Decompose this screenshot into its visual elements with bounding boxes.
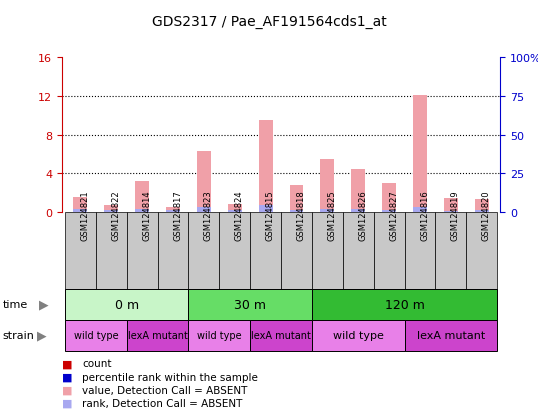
Bar: [250, 213, 281, 289]
Bar: [413, 95, 427, 213]
Bar: [259, 206, 273, 213]
Bar: [127, 320, 188, 351]
Bar: [135, 182, 149, 213]
Text: rank, Detection Call = ABSENT: rank, Detection Call = ABSENT: [82, 398, 243, 408]
Text: value, Detection Call = ABSENT: value, Detection Call = ABSENT: [82, 385, 247, 395]
Text: GSM124824: GSM124824: [235, 190, 244, 240]
Text: wild type: wild type: [74, 330, 118, 341]
Bar: [435, 213, 466, 289]
Bar: [104, 206, 118, 213]
Text: GSM124822: GSM124822: [111, 190, 121, 240]
Text: 120 m: 120 m: [385, 298, 424, 311]
Text: GSM124823: GSM124823: [204, 190, 213, 240]
Bar: [289, 210, 303, 213]
Text: GSM124816: GSM124816: [420, 190, 429, 240]
Text: ■: ■: [62, 385, 73, 395]
Text: GSM124825: GSM124825: [328, 190, 336, 240]
Bar: [382, 211, 396, 213]
Bar: [281, 213, 312, 289]
Bar: [405, 320, 497, 351]
Bar: [351, 169, 365, 213]
Bar: [166, 208, 180, 213]
Text: ▶: ▶: [37, 329, 46, 342]
Bar: [197, 207, 211, 213]
Bar: [96, 213, 127, 289]
Text: ■: ■: [62, 358, 73, 368]
Bar: [127, 213, 158, 289]
Text: ■: ■: [62, 398, 73, 408]
Text: GSM124827: GSM124827: [389, 190, 398, 240]
Text: GDS2317 / Pae_AF191564cds1_at: GDS2317 / Pae_AF191564cds1_at: [152, 14, 386, 28]
Text: lexA mutant: lexA mutant: [251, 330, 311, 341]
Bar: [104, 210, 118, 213]
Bar: [321, 159, 335, 213]
Bar: [413, 207, 427, 213]
Bar: [188, 213, 220, 289]
Text: GSM124818: GSM124818: [296, 190, 306, 240]
Bar: [475, 199, 489, 213]
Text: strain: strain: [3, 330, 34, 341]
Bar: [289, 185, 303, 213]
Bar: [250, 320, 312, 351]
Bar: [312, 320, 405, 351]
Text: count: count: [82, 358, 112, 368]
Bar: [188, 289, 312, 320]
Text: ■: ■: [62, 372, 73, 382]
Text: GSM124815: GSM124815: [266, 190, 275, 240]
Bar: [466, 213, 497, 289]
Bar: [220, 213, 250, 289]
Text: GSM124821: GSM124821: [80, 190, 89, 240]
Bar: [475, 211, 489, 213]
Text: time: time: [3, 299, 28, 310]
Text: lexA mutant: lexA mutant: [417, 330, 485, 341]
Text: GSM124817: GSM124817: [173, 190, 182, 240]
Bar: [374, 213, 405, 289]
Bar: [74, 210, 87, 213]
Bar: [312, 289, 497, 320]
Text: GSM124819: GSM124819: [451, 190, 460, 240]
Bar: [343, 213, 374, 289]
Bar: [188, 320, 250, 351]
Bar: [405, 213, 435, 289]
Bar: [444, 211, 458, 213]
Text: percentile rank within the sample: percentile rank within the sample: [82, 372, 258, 382]
Bar: [65, 289, 188, 320]
Text: ▶: ▶: [39, 298, 48, 311]
Text: GSM124826: GSM124826: [358, 190, 367, 240]
Bar: [444, 198, 458, 213]
Bar: [351, 210, 365, 213]
Bar: [312, 213, 343, 289]
Text: GSM124820: GSM124820: [482, 190, 491, 240]
Bar: [166, 211, 180, 213]
Bar: [259, 121, 273, 213]
Bar: [135, 209, 149, 213]
Bar: [228, 211, 242, 213]
Text: GSM124814: GSM124814: [142, 190, 151, 240]
Bar: [74, 197, 87, 213]
Text: 0 m: 0 m: [115, 298, 139, 311]
Text: wild type: wild type: [333, 330, 384, 341]
Bar: [197, 152, 211, 213]
Text: 30 m: 30 m: [234, 298, 266, 311]
Bar: [228, 205, 242, 213]
Bar: [382, 184, 396, 213]
Bar: [65, 320, 127, 351]
Text: wild type: wild type: [197, 330, 242, 341]
Text: lexA mutant: lexA mutant: [128, 330, 188, 341]
Bar: [321, 210, 335, 213]
Bar: [158, 213, 188, 289]
Bar: [65, 213, 96, 289]
